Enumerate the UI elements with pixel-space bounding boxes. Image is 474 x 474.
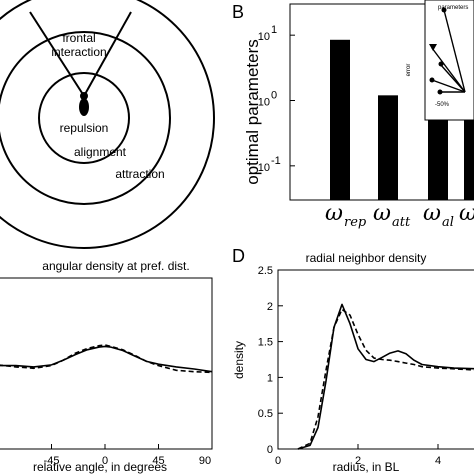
panel-c-x-axis-label: relative angle, in degrees	[33, 460, 167, 474]
panel-d: D radial neighbor density 0 0.5 1 1.5 2 2.5 0…	[232, 246, 474, 474]
alignment-label: alignment	[74, 145, 127, 159]
panel-d-y-axis-label: density	[232, 341, 246, 379]
panel-b-y-tick-label: 10	[258, 97, 270, 109]
inset-marker-4	[441, 7, 447, 13]
panel-d-y-tick-label: 2	[267, 301, 273, 313]
frontal-sector-left-edge	[29, 11, 85, 97]
inset-marker-3	[437, 89, 443, 95]
panel-c-x-tick-label: -45	[44, 455, 60, 467]
fish-head	[80, 92, 88, 100]
panel-b-bar	[464, 114, 474, 200]
panel-c-x-tick-label: 0	[102, 455, 108, 467]
panel-d-lines	[297, 303, 474, 450]
inset-marker-triangle	[429, 44, 437, 51]
panel-b-x-tick-subscript: att	[392, 215, 411, 230]
panel-c-axes-box	[0, 277, 213, 450]
panel-b-bar	[428, 108, 448, 200]
alignment-zone-circle	[0, 31, 171, 205]
panel-b-x-tick-label: ω	[325, 201, 343, 226]
inset-path-4	[431, 79, 466, 93]
attraction-zone-circle	[0, 0, 215, 249]
panel-d-y-tick-label: 0.5	[258, 408, 273, 420]
frontal-sector-right-edge	[83, 11, 132, 97]
panel-c-series-solid	[0, 345, 213, 373]
panel-b-y-tick-exponent: 0	[271, 90, 277, 102]
panel-d-x-axis-label: radius, in BL	[333, 460, 400, 474]
panel-b-y-tick-exponent: 1	[271, 24, 277, 36]
panel-d-y-tick-label: 0	[267, 444, 273, 456]
fish-body	[79, 98, 89, 116]
panel-b-x-tick-label: ω	[373, 201, 391, 226]
inset-path-1	[443, 9, 466, 93]
panel-d-y-tick-label: 2.5	[258, 265, 273, 277]
frontal-label-line1: frontal	[62, 31, 95, 45]
inset-box	[424, 0, 474, 121]
attraction-label: attraction	[115, 167, 164, 181]
panel-b-x-ticks: ωrepωattωalω	[325, 201, 474, 230]
panel-d-x-tick-label: 2	[355, 455, 361, 467]
panel-d-title: radial neighbor density	[306, 251, 427, 265]
panel-b-x-tick-label: ω	[423, 201, 441, 226]
panel-c-x-tick-label: 45	[152, 455, 164, 467]
panel-b-bar	[330, 39, 350, 200]
panel-d-series-solid	[297, 303, 474, 450]
inset-y-label: error	[406, 64, 412, 77]
panel-d-x-tick-label: 4	[435, 455, 441, 467]
inset-legend-label: parameters	[438, 5, 468, 11]
panel-c-x-tick-label: 90	[199, 455, 211, 467]
repulsion-label: repulsion	[60, 121, 109, 135]
inset-marker-2	[429, 77, 435, 83]
panel-b-x-tick-label: ω	[459, 201, 474, 226]
panel-c-title: angular density at pref. dist.	[42, 259, 189, 273]
panel-d-letter: D	[232, 246, 245, 266]
panel-b-bars	[330, 39, 474, 200]
inset-x-tick: -50%	[435, 102, 450, 108]
panel-b-y-axis-label: optimal parameters	[243, 39, 262, 185]
panel-d-axes-box	[277, 269, 474, 450]
panel-a-diagram: frontal interaction repulsion alignment …	[0, 0, 215, 249]
repulsion-zone-circle	[38, 72, 130, 164]
panel-b-x-tick-subscript: al	[442, 215, 454, 230]
panel-c-series-dashed	[0, 344, 213, 374]
panel-b-y-tick-label: 10	[258, 162, 270, 174]
panel-d-y-ticks: 0 0.5 1 1.5 2 2.5	[258, 265, 283, 456]
panel-d-y-tick-label: 1.5	[258, 337, 273, 349]
panel-c-lines	[0, 344, 213, 374]
panel-d-x-ticks: 0 2 4	[275, 444, 441, 467]
panel-b-bar	[378, 95, 398, 200]
panel-b-y-tick-label: 10	[258, 31, 270, 43]
panel-d-y-tick-label: 1	[267, 372, 273, 384]
inset-path-3	[439, 63, 466, 93]
frontal-label-line2: interaction	[51, 45, 106, 59]
panel-d-series-dashed	[297, 308, 474, 450]
panel-b-inset: parameters error -50%	[406, 0, 474, 121]
panel-c-x-ticks: -45 0 45 90	[44, 444, 213, 467]
panel-b-x-tick-subscript: rep	[344, 215, 367, 230]
panel-b-y-tick-exponent: -1	[271, 155, 281, 167]
inset-path-2	[431, 47, 466, 93]
inset-marker-1	[438, 61, 444, 67]
panel-d-x-tick-label: 0	[275, 455, 281, 467]
panel-b-letter: B	[232, 2, 244, 22]
panel-c: angular density at pref. dist. -45 0 45 90 …	[0, 259, 213, 474]
